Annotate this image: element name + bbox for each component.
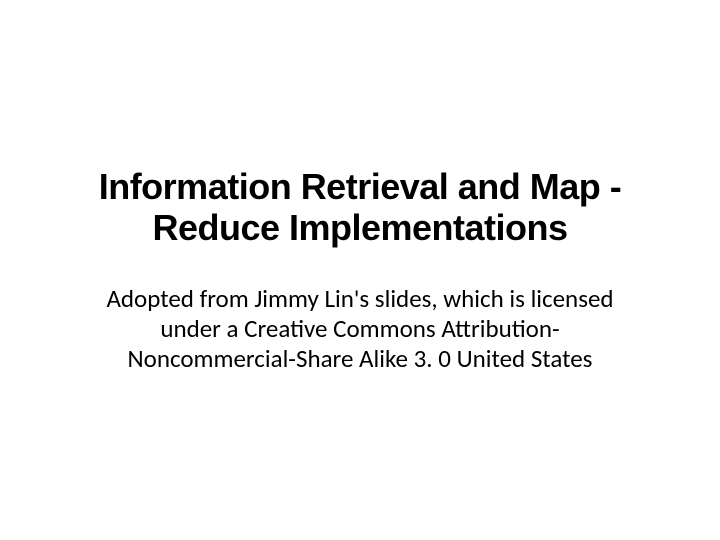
slide-subtitle: Adopted from Jimmy Lin's slides, which i… [80, 284, 640, 374]
slide-title: Information Retrieval and Map -Reduce Im… [40, 166, 680, 249]
